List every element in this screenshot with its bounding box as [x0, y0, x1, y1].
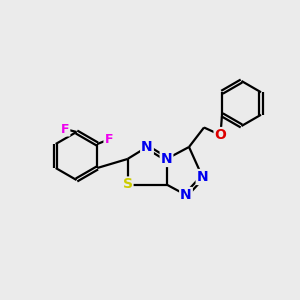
Text: O: O — [214, 128, 226, 142]
Text: S: S — [122, 178, 133, 191]
Text: N: N — [197, 170, 208, 184]
Text: N: N — [161, 152, 172, 166]
Text: F: F — [61, 122, 69, 136]
Text: F: F — [104, 133, 113, 146]
Text: N: N — [180, 188, 192, 202]
Text: N: N — [141, 140, 153, 154]
